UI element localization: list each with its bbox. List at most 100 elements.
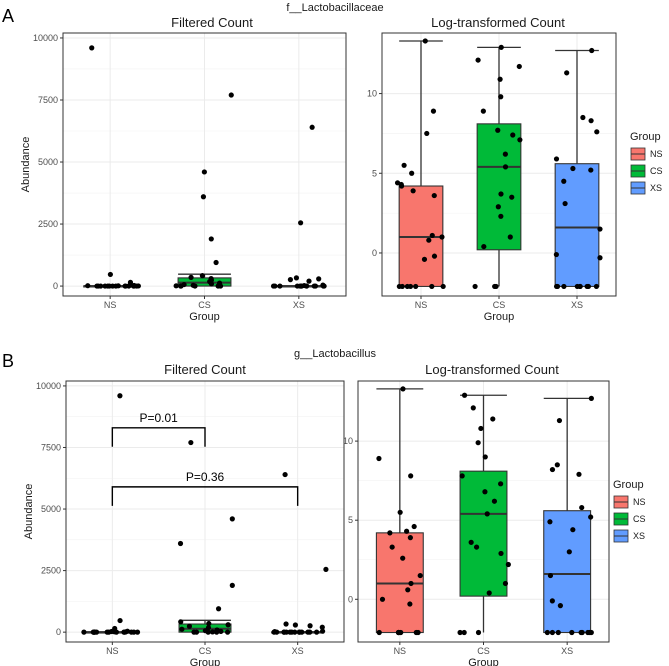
data-point (398, 629, 404, 636)
data-point (574, 283, 580, 290)
data-point (404, 283, 410, 290)
data-point (557, 603, 563, 609)
data-point (578, 629, 584, 636)
data-point (517, 137, 523, 143)
data-point (107, 271, 113, 278)
data-point (307, 629, 313, 635)
data-point (597, 255, 603, 261)
data-point (498, 481, 504, 487)
data-point (588, 514, 594, 520)
points-ns (85, 45, 141, 289)
data-point (549, 466, 556, 473)
data-point (178, 283, 184, 289)
data-point (306, 278, 312, 284)
box-xs (554, 49, 600, 287)
data-point (589, 47, 595, 54)
data-point (482, 454, 488, 460)
data-point (206, 620, 212, 627)
data-point (225, 622, 231, 628)
data-point (497, 76, 503, 82)
points-ns (81, 393, 141, 635)
data-point (218, 628, 224, 635)
data-point (507, 234, 513, 240)
data-point (493, 283, 499, 290)
data-point (122, 283, 128, 289)
data-point (192, 283, 198, 289)
data-point (298, 220, 304, 226)
data-point (121, 629, 127, 635)
x-tick-label: CS (477, 646, 490, 656)
data-point (580, 114, 586, 121)
data-point (401, 162, 407, 168)
x-tick-label: CS (199, 646, 212, 656)
data-point (459, 473, 465, 479)
data-point (294, 283, 300, 289)
data-point (588, 395, 594, 401)
legend-label-xs: XS (650, 183, 662, 193)
data-point (554, 462, 560, 468)
panel-letter-b: B (2, 351, 14, 371)
chart-b-log: 0 5 10 NS CS XS Group Group NS CS XS (343, 380, 646, 666)
data-point (417, 572, 423, 579)
data-point (293, 275, 300, 281)
data-point (570, 165, 576, 172)
charts-layer: 0 2500 5000 7500 10000 NS CS XS Group Abundance 0 5… (20, 32, 663, 666)
x-tick-label: NS (415, 300, 428, 310)
legend-title: Group (630, 131, 661, 143)
data-point (270, 283, 277, 289)
data-point (214, 629, 220, 635)
points-xs (553, 47, 603, 290)
data-point (85, 283, 91, 289)
points-cs (177, 439, 235, 635)
box-body (554, 163, 600, 287)
x-tick-label: CS (493, 300, 506, 310)
data-point (224, 629, 231, 635)
data-point (484, 511, 490, 517)
data-point (429, 232, 435, 239)
chart-title-a-log: Log-transformed Count (431, 15, 565, 30)
data-point (480, 108, 486, 114)
data-point (502, 580, 509, 587)
data-point (215, 606, 222, 612)
figure-title-b: g__Lactobacillus (294, 348, 376, 360)
p-value-label: P=0.36 (186, 470, 225, 484)
x-tick-label: NS (106, 646, 119, 656)
data-point (321, 283, 327, 289)
data-point (502, 151, 508, 157)
x-tick-label: XS (561, 646, 573, 656)
points-xs (270, 124, 327, 289)
data-point (553, 251, 559, 258)
data-point (495, 127, 501, 133)
data-point (472, 283, 478, 290)
data-point (405, 587, 411, 593)
data-point (316, 276, 322, 282)
data-point (130, 283, 137, 289)
p-value-label: P=0.01 (139, 411, 178, 425)
data-point (314, 629, 320, 635)
data-point (475, 57, 481, 63)
data-point (178, 619, 184, 625)
data-point (461, 629, 467, 636)
y-tick-label: 2500 (38, 219, 58, 229)
data-point (561, 283, 567, 290)
x-tick-label: XS (292, 646, 304, 656)
data-point (319, 624, 325, 630)
x-axis-title: Group (484, 311, 515, 323)
data-point (468, 539, 474, 545)
data-point (89, 45, 95, 51)
panel-letter-a: A (2, 6, 14, 26)
data-point (588, 167, 594, 173)
data-point (547, 572, 554, 579)
data-point (205, 629, 211, 635)
data-point (564, 70, 570, 76)
legend-label-ns: NS (650, 149, 663, 159)
data-point (429, 283, 435, 290)
data-point (128, 629, 134, 635)
chart-a-log: 0 5 10 NS CS XS Group Group NS CS XS (367, 32, 663, 323)
data-point (495, 204, 501, 210)
data-point (407, 535, 413, 541)
data-point (475, 629, 482, 636)
x-tick-label: XS (293, 300, 305, 310)
bracket-line (111, 486, 299, 506)
y-tick-label: 10000 (36, 381, 61, 391)
